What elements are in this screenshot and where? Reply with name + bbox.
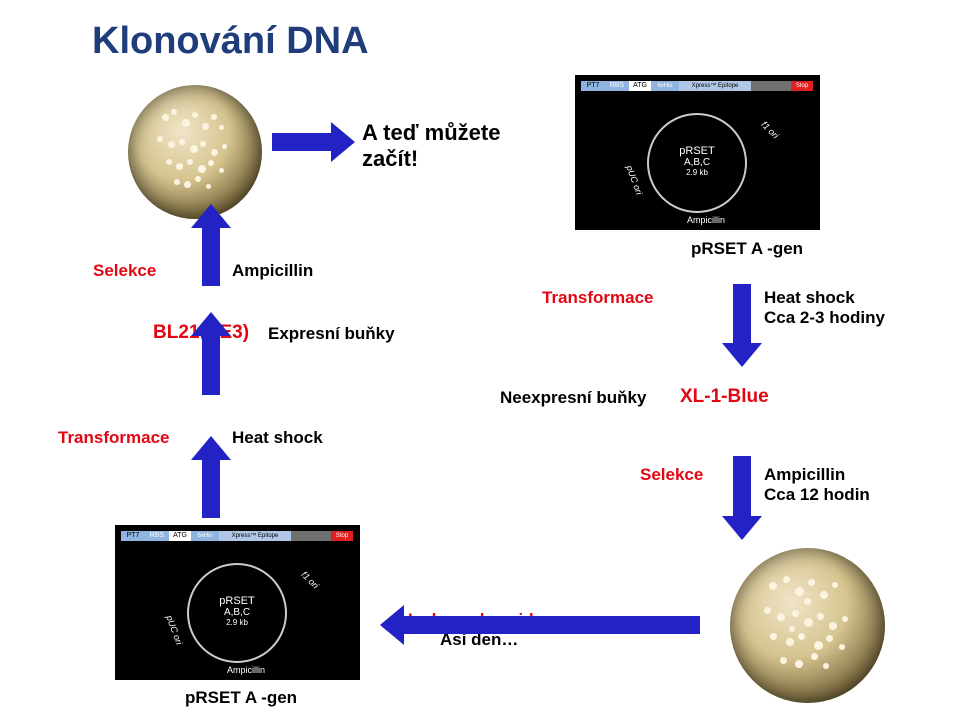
arrow-a7 [380, 605, 700, 645]
arrow-a4 [272, 122, 355, 162]
arrow-a3 [191, 436, 231, 518]
arrow-a2 [191, 312, 231, 395]
arrow-a1 [191, 204, 231, 286]
arrow-a6 [722, 456, 762, 540]
arrow-a5 [722, 284, 762, 367]
arrows-layer [0, 0, 959, 712]
